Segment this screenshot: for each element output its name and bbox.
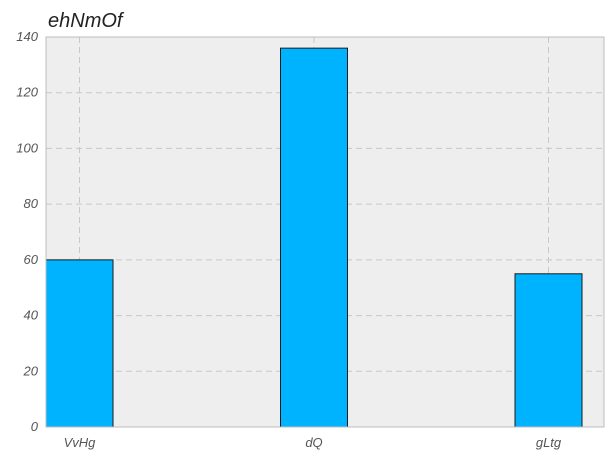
y-tick-label: 0	[31, 419, 39, 434]
chart-title: ehNmOf	[48, 10, 125, 32]
x-tick-label: VvHg	[64, 435, 97, 450]
x-tick-label: gLtg	[536, 435, 562, 450]
y-tick-label: 40	[24, 308, 39, 323]
x-axis-ticks: VvHg dQ gLtg	[64, 435, 562, 450]
y-tick-label: 20	[23, 363, 39, 378]
bar-VvHg	[45, 259, 114, 428]
y-tick-label: 100	[16, 140, 38, 155]
y-tick-label: 120	[16, 85, 38, 100]
y-tick-label: 80	[24, 196, 39, 211]
y-tick-label: 140	[16, 29, 38, 44]
y-axis-ticks: 0 20 40 60 80 100 120 140	[16, 29, 38, 434]
bar-gLtg	[514, 273, 583, 428]
x-tick-label: dQ	[305, 435, 322, 450]
bar-dQ	[280, 47, 348, 428]
y-tick-label: 60	[24, 252, 39, 267]
plot-frame	[45, 36, 605, 428]
